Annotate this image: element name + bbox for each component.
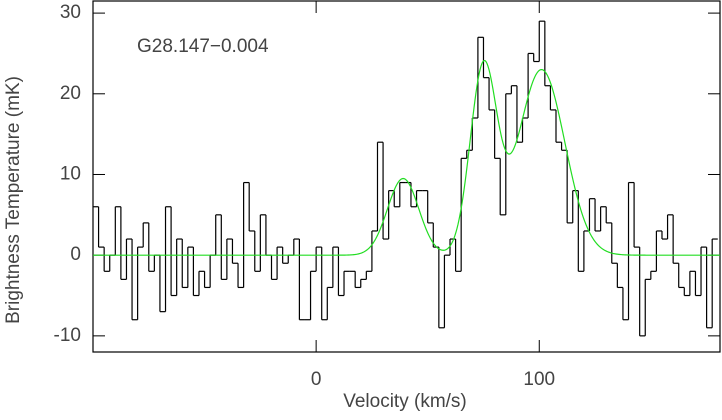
- y-tick-label: 30: [60, 2, 81, 23]
- y-axis-label: Brightness Temperature (mK): [3, 76, 24, 324]
- x-tick-label: 100: [523, 369, 555, 390]
- y-tick-label: -10: [54, 325, 81, 346]
- plot-frame: [92, 0, 721, 353]
- y-tick-label: 0: [70, 244, 81, 265]
- y-tick-label: 10: [60, 163, 81, 184]
- gaussian-fit: [93, 59, 720, 256]
- x-tick-label: 0: [311, 369, 322, 390]
- x-axis-label: Velocity (km/s): [343, 391, 467, 412]
- annotation: G28.147−0.004: [137, 36, 269, 57]
- spectrum-connector: [97, 21, 713, 336]
- y-tick-label: 20: [60, 83, 81, 104]
